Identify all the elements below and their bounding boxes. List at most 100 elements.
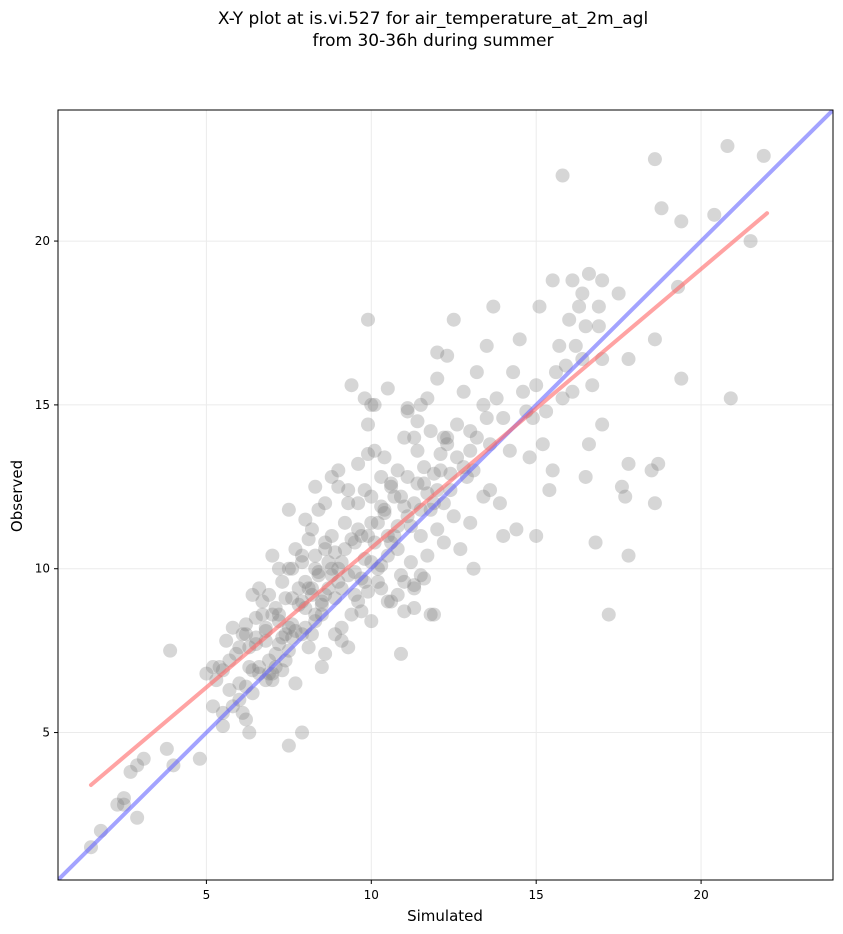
data-point: [393, 489, 408, 504]
data-point: [262, 666, 277, 681]
x-tick-label: 10: [364, 888, 379, 902]
data-point: [268, 601, 283, 616]
data-point: [219, 633, 234, 648]
data-point: [440, 430, 455, 445]
data-point: [275, 663, 290, 678]
data-point: [407, 601, 422, 616]
data-point: [558, 358, 573, 373]
data-point: [285, 591, 300, 606]
data-point: [647, 496, 662, 511]
data-point: [420, 391, 435, 406]
data-point: [242, 725, 257, 740]
data-point: [575, 286, 590, 301]
data-point: [654, 201, 669, 216]
data-point: [357, 391, 372, 406]
data-point: [354, 604, 369, 619]
x-axis-label: Simulated: [407, 907, 483, 925]
data-point: [407, 581, 422, 596]
data-point: [130, 810, 145, 825]
data-point: [476, 397, 491, 412]
data-point: [331, 479, 346, 494]
data-point: [483, 483, 498, 498]
x-tick-label: 20: [693, 888, 708, 902]
data-point: [674, 371, 689, 386]
data-point: [417, 476, 432, 491]
data-point: [255, 607, 270, 622]
data-point: [136, 751, 151, 766]
data-point: [351, 594, 366, 609]
data-point: [252, 581, 267, 596]
data-point: [324, 561, 339, 576]
data-point: [450, 450, 465, 465]
reference-lines: [58, 110, 833, 880]
axis-ticks: 5 10 15 20 5 10 15 20: [35, 234, 709, 902]
data-point: [364, 515, 379, 530]
data-point: [423, 424, 438, 439]
data-point: [351, 456, 366, 471]
data-point: [377, 502, 392, 517]
data-point: [215, 719, 230, 733]
data-point: [384, 476, 399, 491]
data-point: [285, 561, 300, 576]
data-point: [268, 646, 283, 661]
data-point: [743, 234, 758, 249]
data-point: [344, 378, 359, 393]
data-point: [565, 384, 580, 399]
x-tick-label: 5: [203, 888, 211, 902]
data-point: [278, 591, 293, 606]
data-point: [347, 565, 362, 579]
data-point: [314, 607, 329, 622]
data-point: [413, 397, 428, 412]
data-point: [591, 319, 606, 334]
data-point: [268, 660, 283, 675]
data-point: [281, 738, 296, 753]
y-tick-label: 15: [35, 398, 50, 412]
data-point: [192, 751, 207, 766]
data-point: [295, 725, 310, 740]
data-point: [308, 561, 323, 576]
data-point: [324, 528, 339, 543]
data-point: [116, 791, 131, 806]
data-point: [420, 548, 435, 563]
data-point: [314, 594, 329, 609]
data-point: [390, 463, 405, 478]
data-point: [407, 430, 422, 445]
fit-line: [88, 211, 770, 787]
data-point: [163, 643, 178, 658]
data-point: [496, 411, 511, 425]
data-point: [555, 168, 570, 183]
data-point: [440, 348, 455, 363]
data-point: [265, 673, 280, 688]
data-point: [361, 584, 375, 599]
data-point: [614, 479, 629, 494]
data-point: [206, 699, 220, 714]
data-point: [344, 607, 359, 622]
data-point: [361, 528, 375, 543]
data-point: [720, 139, 735, 154]
data-point: [281, 620, 296, 635]
data-point: [397, 574, 412, 589]
data-point: [436, 430, 451, 445]
data-point: [588, 535, 603, 550]
data-point: [301, 532, 316, 547]
data-point: [397, 499, 412, 514]
data-point: [456, 384, 471, 399]
data-point: [308, 479, 323, 494]
data-point: [341, 640, 356, 655]
data-point: [400, 469, 415, 484]
data-point: [215, 705, 230, 720]
data-point: [522, 450, 537, 465]
data-point: [123, 764, 138, 779]
data-point: [707, 207, 722, 222]
data-point: [370, 515, 385, 530]
data-point: [130, 758, 145, 773]
data-point: [496, 528, 511, 543]
data-point: [337, 515, 352, 530]
data-point: [384, 479, 399, 494]
data-point: [377, 506, 392, 521]
data-point: [410, 443, 425, 458]
data-point: [535, 437, 550, 452]
data-point: [426, 466, 441, 481]
data-point: [400, 401, 415, 416]
